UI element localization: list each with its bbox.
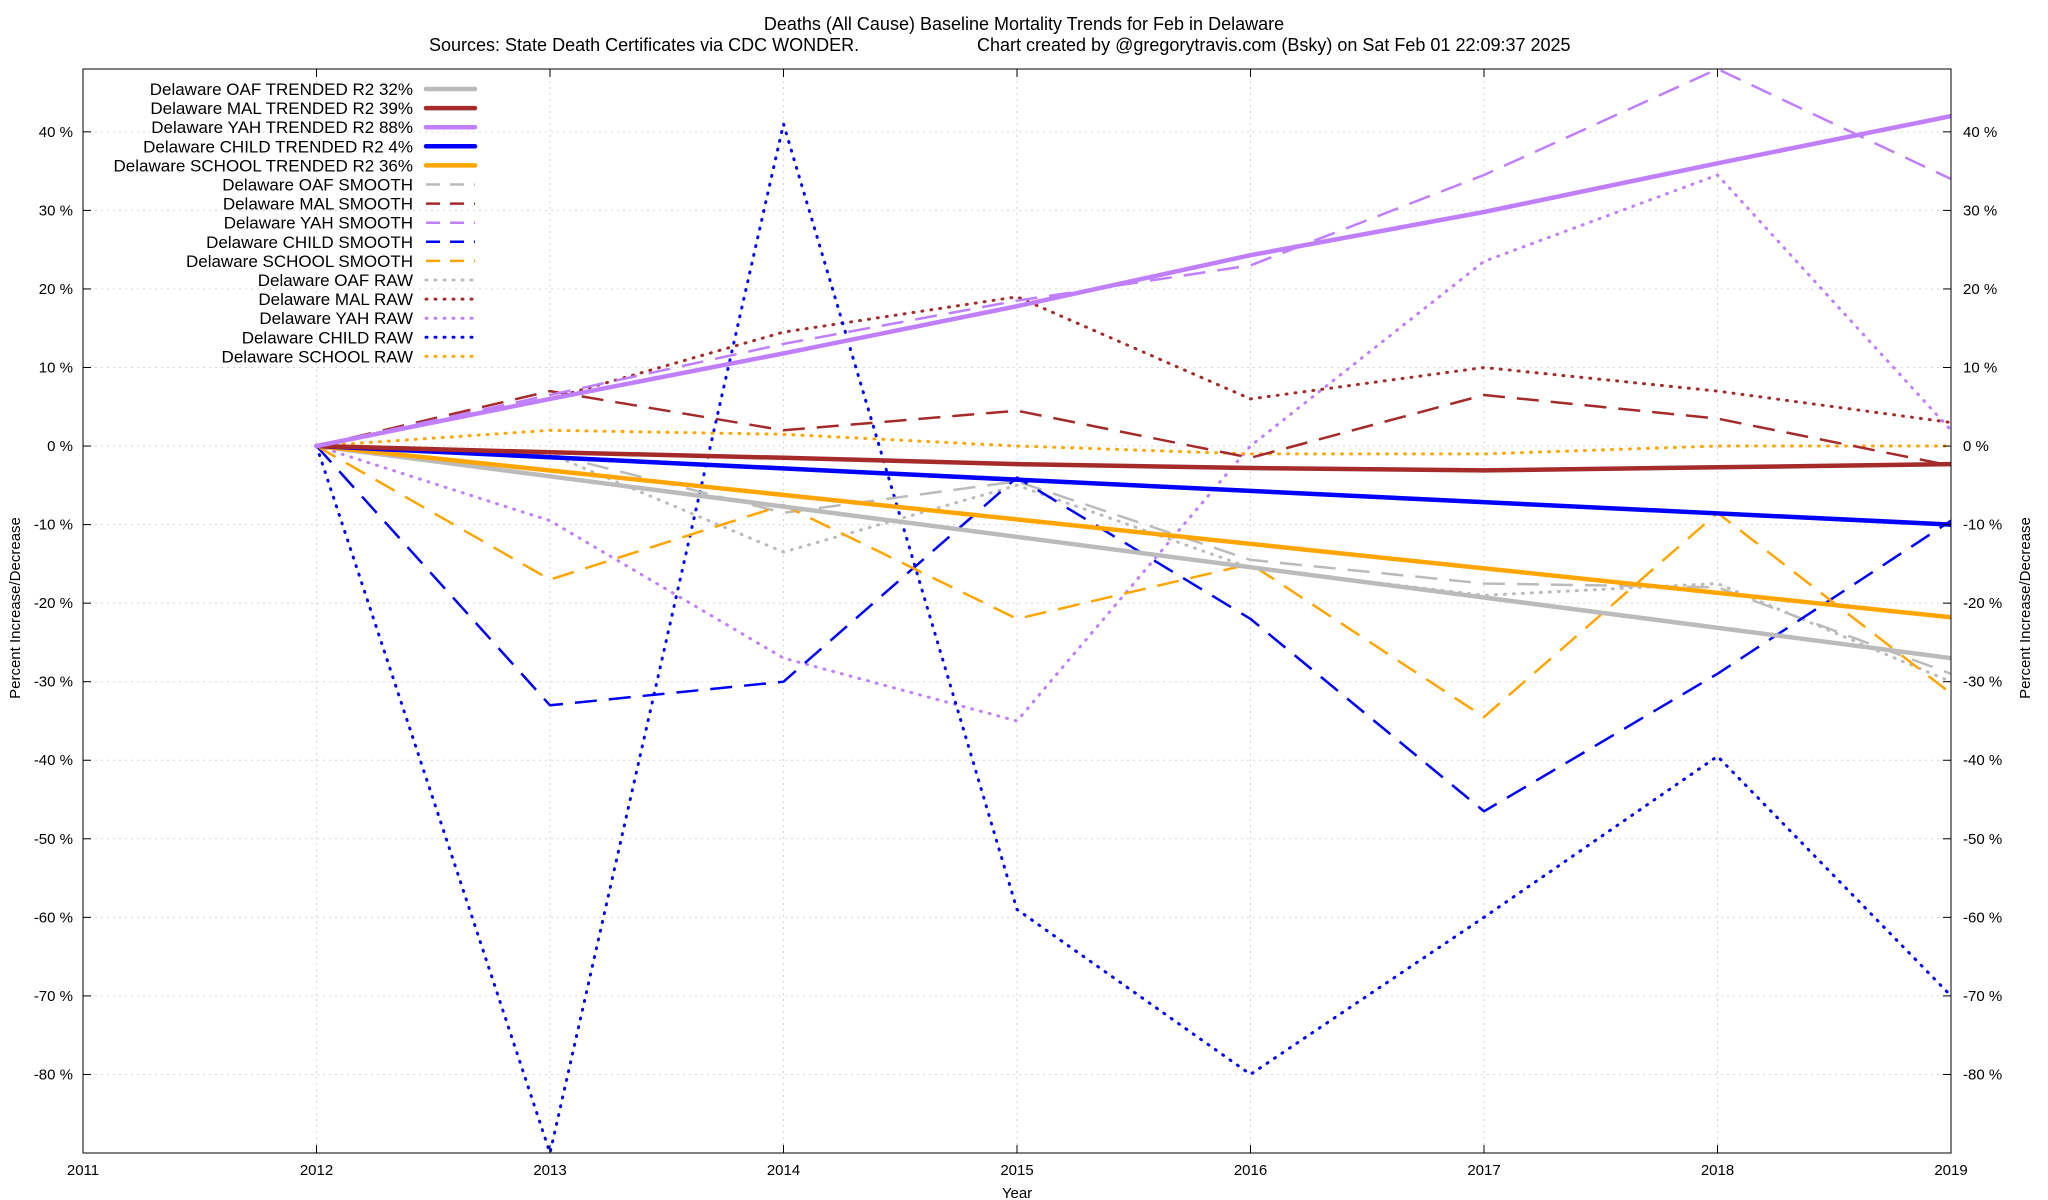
series-line-4 [314,443,1951,527]
y-tick-label: 30 % [39,202,73,219]
series-line-6 [316,444,1951,675]
series-line-10 [315,444,1951,719]
y-tick-label: -70 % [34,988,73,1005]
series-line-3 [314,113,1951,449]
y-tick-label: 0 % [47,438,73,455]
series-line-1 [314,443,1951,661]
series-line-2 [314,443,1951,473]
series-line-12 [315,295,1951,448]
x-tick-label: 2016 [1234,1162,1267,1179]
y-tick-label: -50 % [34,831,73,848]
y2-tick-label: -10 % [1963,517,2002,534]
legend-label: Delaware CHILD SMOOTH [206,233,413,252]
legend-label: Delaware MAL TRENDED R2 39% [150,99,413,118]
y-tick-label: 10 % [39,359,73,376]
y2-tick-label: -60 % [1963,909,2002,926]
legend-label: Delaware OAF RAW [258,271,413,290]
series-line-15 [315,428,1951,456]
y-axis-label: Percent Increase/Decrease [7,517,24,699]
y2-tick-label: 10 % [1963,359,1997,376]
y2-tick-label: 40 % [1963,124,1997,141]
x-tick-label: 2011 [67,1162,99,1179]
legend-label: Delaware CHILD RAW [242,328,413,347]
y2-tick-label: -80 % [1963,1066,2002,1083]
legend-label: Delaware YAH TRENDED R2 88% [151,118,413,137]
x-tick-label: 2018 [1701,1162,1734,1179]
x-tick-label: 2012 [300,1162,333,1179]
legend: Delaware OAF TRENDED R2 32%Delaware MAL … [114,80,478,366]
x-tick-label: 2014 [767,1162,800,1179]
y-tick-label: -10 % [34,517,73,534]
y2-tick-label: -20 % [1963,595,2002,612]
legend-label: Delaware SCHOOL SMOOTH [186,252,413,271]
chart-title: Deaths (All Cause) Baseline Mortality Tr… [764,14,1284,34]
y2-tick-label: 30 % [1963,202,1997,219]
series-line-9 [315,445,1951,813]
series-layer [314,69,1951,1153]
tick-layer: 2011 2012 2013 2014 2015 2016 2017 2018 2019 40 %… [34,69,2002,1179]
legend-label: Delaware OAF TRENDED R2 32% [150,80,413,99]
chart-subtitle-right: Chart created by @gregorytravis.com (Bsk… [977,35,1571,55]
y-tick-label: -20 % [34,595,73,612]
legend-label: Delaware YAH SMOOTH [224,214,413,233]
y-tick-label: 40 % [39,124,73,141]
y2-tick-label: -50 % [1963,831,2002,848]
legend-label: Delaware MAL SMOOTH [223,195,413,214]
y-tick-label: -30 % [34,674,73,691]
y2-tick-label: -70 % [1963,988,2002,1005]
series-line-5 [314,443,1951,620]
x-tick-label: 2015 [1000,1162,1033,1179]
x-tick-label: 2017 [1467,1162,1500,1179]
legend-label: Delaware CHILD TRENDED R2 4% [143,137,413,156]
y-tick-label: 20 % [39,281,73,298]
x-tick-label: 2013 [533,1162,566,1179]
chart-subtitle-left: Sources: State Death Certificates via CD… [429,35,859,55]
y2-axis-label: Percent Increase/Decrease [2017,517,2034,699]
y-tick-label: -40 % [34,752,73,769]
legend-label: Delaware YAH RAW [259,309,413,328]
y2-tick-label: -30 % [1963,674,2002,691]
y2-tick-label: -40 % [1963,752,2002,769]
legend-label: Delaware SCHOOL TRENDED R2 36% [114,156,413,175]
legend-label: Delaware MAL RAW [258,290,413,309]
x-tick-label: 2019 [1934,1162,1967,1179]
legend-label: Delaware OAF SMOOTH [222,176,413,195]
y2-tick-label: 0 % [1963,438,1989,455]
series-line-13 [315,173,1951,723]
legend-label: Delaware SCHOOL RAW [222,347,413,366]
y-tick-label: -60 % [34,909,73,926]
series-line-7 [316,389,1951,467]
series-line-14 [315,122,1951,1153]
series-line-11 [315,444,1951,684]
y2-tick-label: 20 % [1963,281,1997,298]
series-line-8 [316,69,1951,448]
x-axis-label: Year [1002,1185,1032,1200]
y-tick-label: -80 % [34,1066,73,1083]
